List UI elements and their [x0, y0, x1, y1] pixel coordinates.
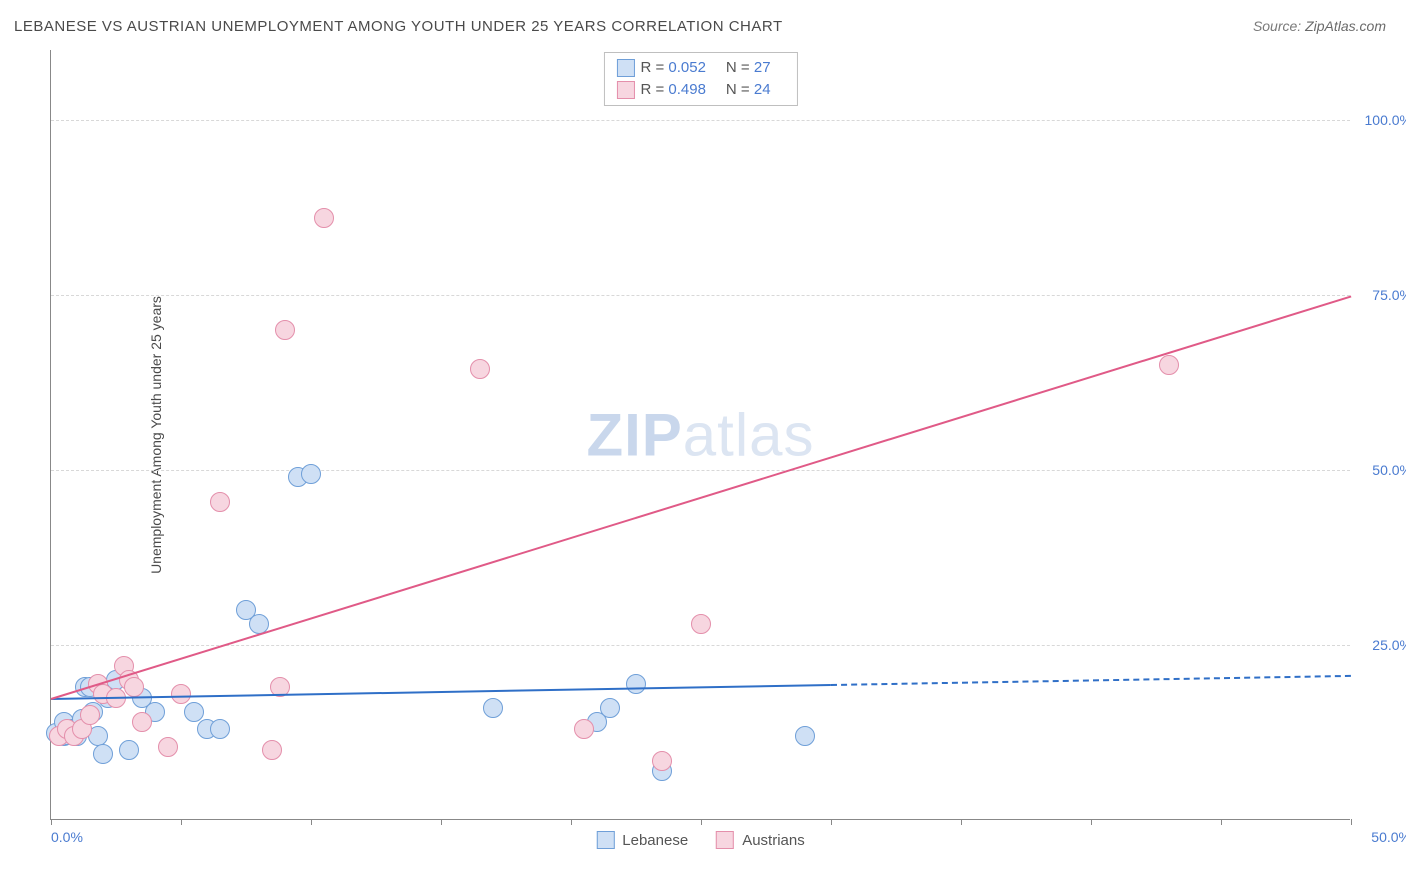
y-tick-label: 100.0%: [1357, 112, 1406, 128]
data-point: [275, 320, 295, 340]
y-tick-label: 25.0%: [1357, 637, 1406, 653]
watermark: ZIPatlas: [586, 400, 814, 469]
austrians-swatch-icon: [616, 81, 634, 99]
legend-stats-row: R = 0.498 N = 24: [616, 79, 784, 101]
x-tick: [701, 819, 702, 825]
austrians-r-value: 0.498: [668, 81, 706, 98]
watermark-bold: ZIP: [586, 401, 682, 468]
legend-label-austrians: Austrians: [742, 832, 805, 849]
legend-label-lebanese: Lebanese: [622, 832, 688, 849]
y-axis-label: Unemployment Among Youth under 25 years: [148, 296, 164, 574]
x-tick: [1351, 819, 1352, 825]
x-tick: [961, 819, 962, 825]
data-point: [124, 677, 144, 697]
x-tick: [181, 819, 182, 825]
r-label: R =: [640, 81, 664, 98]
data-point: [470, 359, 490, 379]
legend-stats-row: R = 0.052 N = 27: [616, 57, 784, 79]
source-attribution: Source: ZipAtlas.com: [1253, 18, 1386, 34]
r-label: R =: [640, 59, 664, 76]
data-point: [483, 698, 503, 718]
data-point: [210, 719, 230, 739]
data-point: [184, 702, 204, 722]
x-tick: [571, 819, 572, 825]
x-tick: [441, 819, 442, 825]
gridline: [51, 645, 1350, 646]
data-point: [93, 744, 113, 764]
legend-item-austrians: Austrians: [716, 831, 805, 849]
trend-line: [51, 295, 1352, 699]
trend-line: [51, 684, 831, 700]
data-point: [171, 684, 191, 704]
data-point: [1159, 355, 1179, 375]
x-tick: [311, 819, 312, 825]
lebanese-n-value: 27: [754, 59, 771, 76]
watermark-light: atlas: [683, 401, 815, 468]
data-point: [132, 712, 152, 732]
data-point: [314, 208, 334, 228]
data-point: [795, 726, 815, 746]
scatter-plot-area: Unemployment Among Youth under 25 years …: [50, 50, 1350, 820]
y-tick-label: 75.0%: [1357, 287, 1406, 303]
data-point: [210, 492, 230, 512]
legend-series: Lebanese Austrians: [596, 831, 804, 849]
trend-line: [831, 674, 1351, 685]
lebanese-swatch-icon: [596, 831, 614, 849]
austrians-n-value: 24: [754, 81, 771, 98]
data-point: [574, 719, 594, 739]
source-value: ZipAtlas.com: [1305, 18, 1386, 34]
gridline: [51, 295, 1350, 296]
n-label: N =: [726, 81, 750, 98]
gridline: [51, 470, 1350, 471]
legend-stats: R = 0.052 N = 27 R = 0.498 N = 24: [603, 52, 797, 106]
legend-item-lebanese: Lebanese: [596, 831, 688, 849]
x-tick: [51, 819, 52, 825]
data-point: [262, 740, 282, 760]
data-point: [626, 674, 646, 694]
n-label: N =: [726, 59, 750, 76]
y-tick-label: 50.0%: [1357, 462, 1406, 478]
data-point: [600, 698, 620, 718]
x-tick: [1091, 819, 1092, 825]
data-point: [119, 740, 139, 760]
source-label: Source:: [1253, 18, 1301, 34]
x-tick-label: 0.0%: [51, 829, 83, 845]
data-point: [652, 751, 672, 771]
lebanese-r-value: 0.052: [668, 59, 706, 76]
data-point: [691, 614, 711, 634]
data-point: [80, 705, 100, 725]
x-tick: [831, 819, 832, 825]
gridline: [51, 120, 1350, 121]
x-tick-label: 50.0%: [1371, 829, 1406, 845]
austrians-swatch-icon: [716, 831, 734, 849]
lebanese-swatch-icon: [616, 59, 634, 77]
x-tick: [1221, 819, 1222, 825]
chart-title: LEBANESE VS AUSTRIAN UNEMPLOYMENT AMONG …: [14, 18, 783, 35]
data-point: [301, 464, 321, 484]
data-point: [158, 737, 178, 757]
